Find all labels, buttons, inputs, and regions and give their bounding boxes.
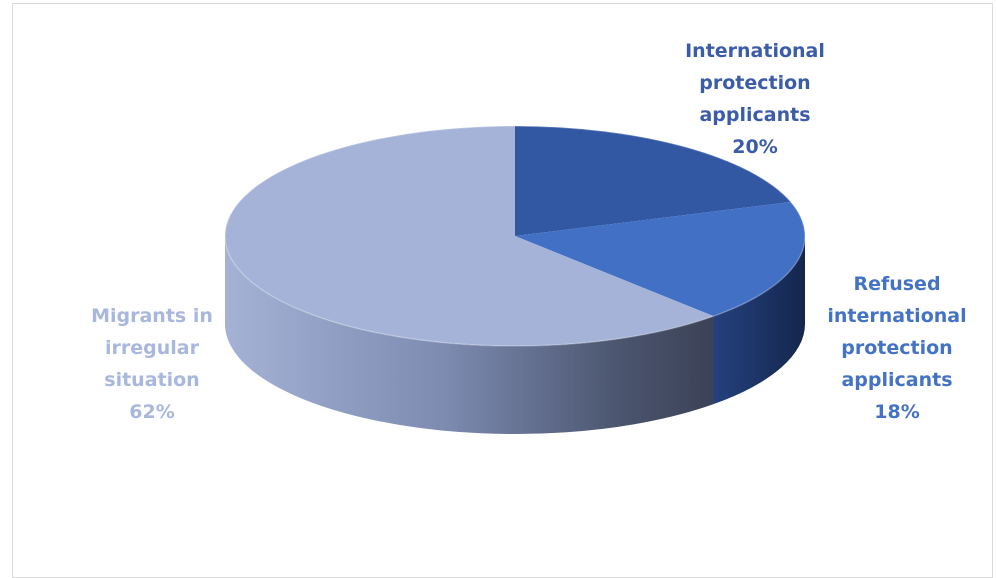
data-label-text: International — [685, 40, 825, 62]
pie-slice-2 — [515, 202, 805, 317]
data-label-text: Migrants in — [91, 305, 213, 327]
pie-rim — [224, 125, 806, 347]
data-label-text: applicants — [699, 104, 810, 126]
pie-slice-1 — [515, 126, 791, 236]
data-label-text: situation — [104, 369, 199, 391]
data-label-value: 20% — [732, 136, 777, 158]
data-label-1: International protection applicants 20% — [685, 40, 825, 158]
pie-slice-3 — [224, 125, 714, 346]
data-label-text: international — [827, 305, 966, 327]
data-label-value: 18% — [874, 401, 919, 423]
pie-side-3 — [225, 236, 714, 435]
data-label-3: Migrants in irregular situation 62% — [91, 305, 213, 423]
pie-side-2 — [713, 236, 805, 405]
data-label-text: protection — [699, 72, 810, 94]
data-label-text: irregular — [105, 337, 200, 359]
data-label-text: applicants — [841, 369, 952, 391]
data-label-text: Refused — [853, 273, 940, 295]
data-label-value: 62% — [129, 401, 174, 423]
data-label-text: protection — [841, 337, 952, 359]
data-label-2: Refused international protection applicants… — [827, 273, 966, 423]
